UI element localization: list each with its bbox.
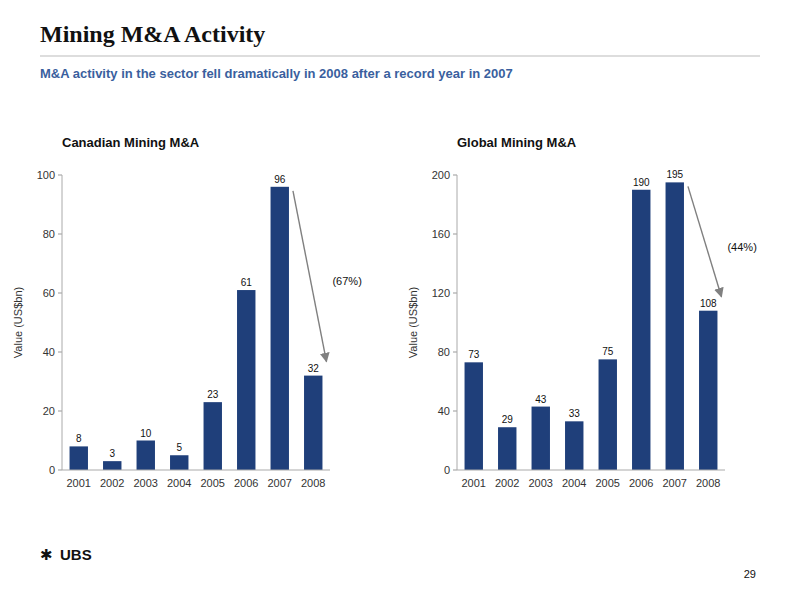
panel: Global Mining M&A 0 40 80 120 160 200 Value (US… <box>407 135 757 489</box>
bar <box>632 190 650 470</box>
bar <box>170 455 188 470</box>
x-tick-label: 2005 <box>201 477 225 489</box>
x-tick-label: 2007 <box>268 477 292 489</box>
x-tick-label: 2002 <box>100 477 124 489</box>
title-rule <box>40 56 760 57</box>
footer-brand: UBS <box>60 546 92 563</box>
data-label: 3 <box>109 448 115 459</box>
bar <box>271 187 289 470</box>
page-number: 29 <box>744 568 756 580</box>
x-tick-label: 2001 <box>67 477 91 489</box>
x-tick-label: 2006 <box>629 477 653 489</box>
y-tick-label: 40 <box>43 346 55 358</box>
x-tick-label: 2004 <box>562 477 586 489</box>
data-label: 96 <box>274 174 286 185</box>
page-title: Mining M&A Activity <box>40 21 265 47</box>
y-tick <box>453 234 457 235</box>
bar <box>204 402 222 470</box>
y-tick-label: 80 <box>438 346 450 358</box>
x-axis-line <box>457 470 725 471</box>
bar <box>237 290 255 470</box>
x-tick-label: 2003 <box>529 477 553 489</box>
x-tick-label: 2005 <box>596 477 620 489</box>
y-tick <box>453 293 457 294</box>
panel: Canadian Mining M&A 0 20 40 60 80 100 Value (US… <box>12 135 362 489</box>
data-label: 8 <box>76 433 82 444</box>
y-axis-label: Value (US$bn) <box>12 287 24 358</box>
y-tick-label: 80 <box>43 228 55 240</box>
x-tick-label: 2008 <box>301 477 325 489</box>
x-axis-line <box>62 470 330 471</box>
data-label: 43 <box>535 394 547 405</box>
chart-title: Canadian Mining M&A <box>62 135 200 150</box>
annotation: (67%) <box>332 275 361 287</box>
y-tick-label: 0 <box>49 464 55 476</box>
page-subtitle: M&A activity in the sector fell dramatic… <box>40 66 513 81</box>
y-tick <box>58 411 62 412</box>
data-label: 195 <box>666 169 683 180</box>
y-axis-line <box>457 175 458 470</box>
data-label: 190 <box>633 177 650 188</box>
footer-icon: ✱ <box>40 546 53 563</box>
y-tick-label: 20 <box>43 405 55 417</box>
x-tick-label: 2007 <box>663 477 687 489</box>
y-tick-label: 160 <box>432 228 450 240</box>
data-label: 73 <box>468 349 480 360</box>
x-tick-label: 2002 <box>495 477 519 489</box>
y-tick <box>58 234 62 235</box>
bar <box>498 427 516 470</box>
x-tick-label: 2008 <box>696 477 720 489</box>
annotation: (44%) <box>727 241 756 253</box>
bar <box>699 311 717 470</box>
bars <box>465 182 718 470</box>
bars <box>70 187 323 470</box>
change-arrow <box>688 186 722 296</box>
data-label: 108 <box>700 298 717 309</box>
data-label: 5 <box>176 442 182 453</box>
x-tick-label: 2006 <box>234 477 258 489</box>
y-tick-label: 0 <box>444 464 450 476</box>
chart-root: Mining M&A Activity M&A activity in the s… <box>0 0 792 594</box>
y-tick <box>58 293 62 294</box>
y-tick <box>453 352 457 353</box>
data-label: 61 <box>241 277 253 288</box>
bar <box>465 362 483 470</box>
y-axis-label: Value (US$bn) <box>407 287 419 358</box>
bar <box>103 461 121 470</box>
data-label: 75 <box>602 346 614 357</box>
y-tick <box>58 175 62 176</box>
bar <box>137 441 155 471</box>
data-label: 33 <box>569 408 581 419</box>
x-tick-label: 2003 <box>134 477 158 489</box>
y-tick <box>58 470 62 471</box>
data-label: 10 <box>140 428 152 439</box>
bar <box>666 182 684 470</box>
bar <box>70 446 88 470</box>
data-label: 32 <box>308 363 320 374</box>
y-tick <box>453 175 457 176</box>
bar <box>304 376 322 470</box>
data-label: 23 <box>207 389 219 400</box>
chart-title: Global Mining M&A <box>457 135 577 150</box>
y-tick-label: 200 <box>432 169 450 181</box>
bar <box>565 421 583 470</box>
bar <box>599 359 617 470</box>
y-axis-line <box>62 175 63 470</box>
x-tick-label: 2004 <box>167 477 191 489</box>
y-tick <box>58 352 62 353</box>
y-tick-label: 60 <box>43 287 55 299</box>
y-tick-label: 100 <box>37 169 55 181</box>
change-arrow <box>293 191 327 362</box>
data-label: 29 <box>502 414 514 425</box>
x-tick-label: 2001 <box>462 477 486 489</box>
y-tick <box>453 470 457 471</box>
y-tick-label: 40 <box>438 405 450 417</box>
y-tick <box>453 411 457 412</box>
y-tick-label: 120 <box>432 287 450 299</box>
bar <box>532 407 550 470</box>
